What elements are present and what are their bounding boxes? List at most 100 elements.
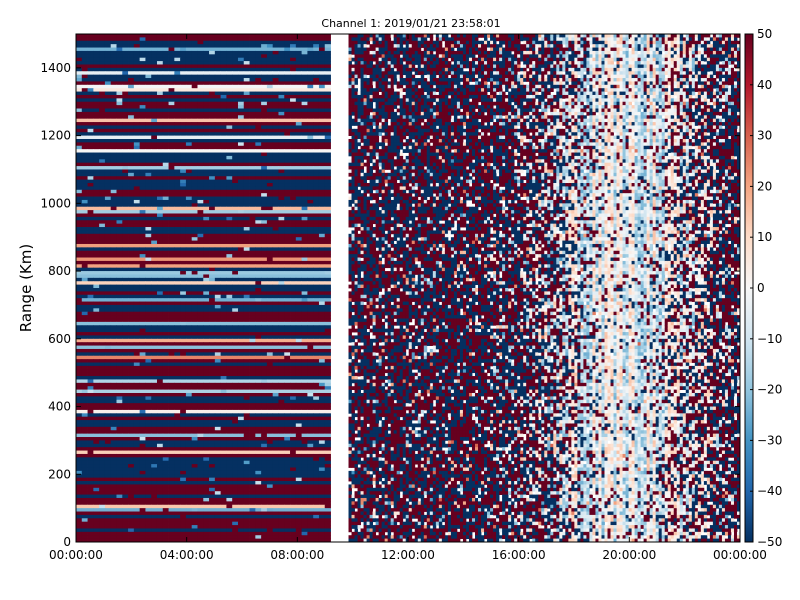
heatmap-cell xyxy=(93,128,100,133)
heatmap-cell xyxy=(156,199,164,204)
heatmap-cell xyxy=(76,176,83,181)
heatmap-cell xyxy=(284,94,291,99)
heatmap-cell xyxy=(226,155,233,160)
heatmap-cell xyxy=(197,277,204,282)
heatmap-cell xyxy=(307,122,314,126)
heatmap-cell xyxy=(307,386,314,390)
heatmap-cell xyxy=(133,233,141,238)
heatmap-cell xyxy=(307,338,314,343)
heatmap-cell xyxy=(174,386,181,390)
heatmap-cell xyxy=(318,277,326,282)
heatmap-cell xyxy=(318,37,326,42)
heatmap-cell xyxy=(180,362,187,367)
heatmap-cell xyxy=(128,277,135,282)
heatmap-cell xyxy=(162,406,169,411)
heatmap-cell xyxy=(180,318,187,323)
heatmap-cell xyxy=(139,325,146,330)
heatmap-cell xyxy=(87,359,94,363)
heatmap-cell xyxy=(145,145,152,150)
heatmap-cell xyxy=(232,335,239,340)
heatmap-cell xyxy=(261,325,268,330)
heatmap-cell xyxy=(139,135,146,140)
heatmap-cell xyxy=(87,189,94,194)
heatmap-cell xyxy=(93,332,100,336)
heatmap-cell xyxy=(151,409,158,414)
heatmap-cell xyxy=(249,386,256,390)
heatmap-cell xyxy=(191,220,198,225)
heatmap-cell xyxy=(301,250,308,255)
heatmap-cell xyxy=(278,328,285,333)
heatmap-cell xyxy=(203,260,210,265)
heatmap-cell xyxy=(93,183,100,187)
heatmap-cell xyxy=(209,386,216,390)
heatmap-cell xyxy=(168,335,175,340)
heatmap-cell xyxy=(284,345,291,350)
heatmap-cell xyxy=(295,166,302,170)
heatmap-cell xyxy=(301,413,308,418)
heatmap-cell xyxy=(122,379,129,384)
heatmap-cell xyxy=(307,301,314,306)
heatmap-cell xyxy=(203,128,210,133)
heatmap-cell xyxy=(87,101,94,106)
heatmap-cell xyxy=(261,254,268,258)
heatmap-cell xyxy=(197,115,204,120)
heatmap-cell xyxy=(214,189,222,194)
heatmap-cell xyxy=(139,403,146,407)
heatmap-cell xyxy=(174,288,181,292)
heatmap-cell xyxy=(168,67,175,72)
heatmap-cell xyxy=(104,365,112,370)
heatmap-cell xyxy=(93,359,100,363)
heatmap-cell xyxy=(81,152,88,157)
heatmap-cell xyxy=(249,257,256,262)
heatmap-cell xyxy=(191,284,198,289)
heatmap-cell xyxy=(162,179,169,184)
heatmap-cell xyxy=(185,67,193,72)
heatmap-cell xyxy=(93,304,100,309)
heatmap-cell xyxy=(307,44,314,48)
heatmap-cell xyxy=(214,382,222,387)
heatmap-cell xyxy=(272,206,279,211)
heatmap-cell xyxy=(99,328,106,333)
heatmap-cell xyxy=(226,74,233,79)
heatmap-cell xyxy=(284,183,291,187)
heatmap-cell xyxy=(93,94,100,99)
heatmap-cell xyxy=(203,186,210,191)
heatmap-cell xyxy=(197,132,204,136)
heatmap-cell xyxy=(301,254,308,258)
heatmap-cell xyxy=(214,98,222,103)
heatmap-cell xyxy=(116,416,123,421)
heatmap-cell xyxy=(99,223,106,228)
heatmap-cell xyxy=(81,304,88,309)
heatmap-cell xyxy=(313,159,320,164)
heatmap-cell xyxy=(128,271,135,275)
heatmap-cell xyxy=(162,169,169,174)
heatmap-cell xyxy=(145,271,152,275)
heatmap-cell xyxy=(191,315,198,319)
heatmap-cell xyxy=(104,389,112,394)
heatmap-cell xyxy=(313,50,320,55)
heatmap-cell xyxy=(122,335,129,340)
heatmap-cell xyxy=(237,342,245,346)
heatmap-cell xyxy=(180,230,187,235)
heatmap-cell xyxy=(266,230,274,235)
heatmap-cell xyxy=(116,233,123,238)
heatmap-cell xyxy=(156,257,164,262)
heatmap-cell xyxy=(197,155,204,160)
heatmap-cell xyxy=(174,71,181,76)
heatmap-cell xyxy=(180,128,187,133)
heatmap-cell xyxy=(156,277,164,282)
heatmap-cell xyxy=(197,264,204,269)
heatmap-cell xyxy=(185,318,193,323)
heatmap-cell xyxy=(284,369,291,374)
heatmap-cell xyxy=(226,223,233,228)
heatmap-cell xyxy=(301,403,308,407)
heatmap-cell xyxy=(261,166,268,170)
heatmap-cell xyxy=(116,128,123,133)
heatmap-cell xyxy=(185,247,193,252)
heatmap-cell xyxy=(272,186,279,191)
heatmap-cell xyxy=(214,403,222,407)
heatmap-cell xyxy=(197,230,204,235)
heatmap-cell xyxy=(284,186,291,191)
heatmap-cell xyxy=(99,74,106,79)
heatmap-cell xyxy=(226,193,233,197)
